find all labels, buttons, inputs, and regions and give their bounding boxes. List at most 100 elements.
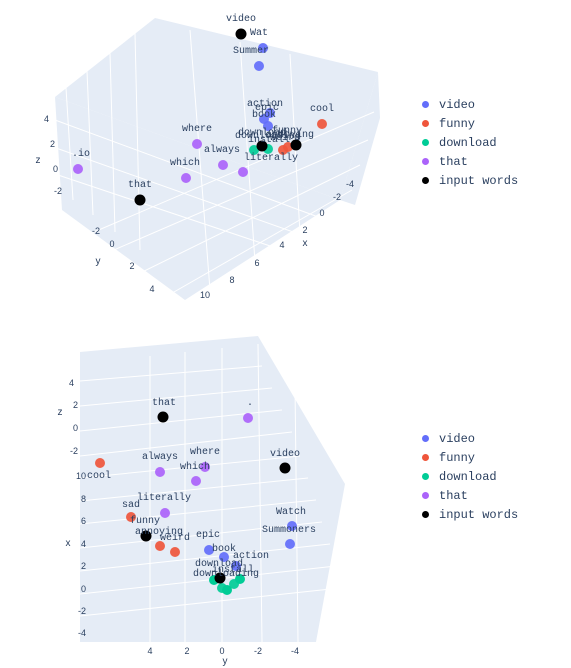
top-x-tick-label: 6 <box>254 258 259 268</box>
bottom-z-tick-label: 4 <box>69 378 74 388</box>
bottom-point-label: video <box>270 448 300 460</box>
top-point-label: download <box>238 127 286 139</box>
bottom-point-that-marker[interactable] <box>157 411 169 423</box>
top-x-tick-label: 2 <box>302 225 307 235</box>
top-point-Summer-marker[interactable] <box>254 61 264 71</box>
top-y-tick-label: -2 <box>92 226 100 236</box>
bottom-gridline <box>79 499 317 525</box>
bottom-gridline <box>79 565 337 595</box>
top-point-literally-marker[interactable] <box>238 167 248 177</box>
bottom-gridline <box>294 385 299 643</box>
legend-item-funny[interactable]: funny <box>420 448 518 467</box>
bottom-point-always-marker[interactable] <box>155 467 165 477</box>
bottom-point-which-marker[interactable] <box>191 476 201 486</box>
bottom-point-annoying-marker[interactable] <box>155 541 165 551</box>
top-x-axis-title: x <box>303 238 308 249</box>
bottom-point-weird-marker[interactable] <box>170 547 180 557</box>
top-point-label: .io <box>72 148 90 160</box>
top-point-label: Wat <box>250 28 268 39</box>
top-point-video-marker[interactable] <box>235 28 247 40</box>
bottom-point-label: downloading <box>193 568 259 580</box>
top-point-label: downloading <box>235 130 301 142</box>
bottom-point-funny-marker[interactable] <box>140 530 152 542</box>
top-point-epic-marker[interactable] <box>265 108 275 118</box>
top-point-that-marker[interactable] <box>134 194 146 206</box>
top-point-download-marker[interactable] <box>256 140 268 152</box>
bottom-point-literally-marker[interactable] <box>160 508 170 518</box>
top-point-cool-marker[interactable] <box>317 119 327 129</box>
top-x-tick-label: 10 <box>200 290 210 300</box>
legend-item-video[interactable]: video <box>420 95 518 114</box>
top-point-io-marker[interactable] <box>73 164 83 174</box>
top-point-funny-marker[interactable] <box>290 139 302 151</box>
bottom-point-epic-marker[interactable] <box>204 545 214 555</box>
bottom-point-install-marker[interactable] <box>229 579 239 589</box>
bottom-point-label: funny <box>130 515 160 527</box>
legend-marker <box>422 473 429 480</box>
bottom-point-label: literally <box>137 492 191 504</box>
scene-top[interactable]: 10 8 6 4 2 0 -2 -4 4 2 0 -2 4 2 0 -2 x y z video Wat Summer ac… <box>0 0 571 320</box>
bottom-point-where-marker[interactable] <box>200 462 210 472</box>
legend-label: download <box>439 135 497 150</box>
bottom-x-tick-label: 10 <box>76 471 86 481</box>
legend-label: funny <box>439 116 476 131</box>
legend-item-download[interactable]: download <box>420 133 518 152</box>
bottom-gridline <box>79 365 263 382</box>
legend-item-funny[interactable]: funny <box>420 114 518 133</box>
top-point-which-marker[interactable] <box>181 173 191 183</box>
bottom-point-book-marker[interactable] <box>219 552 229 562</box>
bottom-gridline <box>79 521 323 549</box>
top-point-Wat-marker[interactable] <box>258 43 268 53</box>
top-point-always-marker[interactable] <box>218 160 228 170</box>
legend-label: input words <box>439 507 519 522</box>
bottom-point-label: weird <box>160 532 190 544</box>
bottom-point-video-marker[interactable] <box>279 462 291 474</box>
legend-marker <box>422 158 429 165</box>
bottom-point-downloading-marker[interactable] <box>217 583 227 593</box>
top-point-book-marker[interactable] <box>263 121 273 131</box>
bottom-point-cool-marker[interactable] <box>95 458 105 468</box>
bottom-point-download-marker[interactable] <box>214 572 226 584</box>
top-point-where-marker[interactable] <box>192 139 202 149</box>
legend-label: video <box>439 431 476 446</box>
top-gridline <box>159 189 353 301</box>
legend-item-download[interactable]: download <box>420 467 518 486</box>
top-gridline <box>65 87 74 201</box>
bottom-y-tick-label: -2 <box>254 646 262 656</box>
legend-item-input-words[interactable]: input words <box>420 505 518 524</box>
legend-item-input-words[interactable]: input words <box>420 171 518 190</box>
legend-item-that[interactable]: that <box>420 486 518 505</box>
top-point-downloading-marker[interactable] <box>249 145 259 155</box>
bottom-point-label: . <box>247 398 253 409</box>
bottom-gridline <box>79 387 273 407</box>
top-z-tick-label: 2 <box>50 139 55 149</box>
top-point-label: that <box>128 179 152 191</box>
scene-bottom[interactable]: 10 8 6 4 2 0 -2 -4 4 2 0 -2 -4 4 2 0 -2 x y z that . always whe… <box>0 326 571 668</box>
top-point-label: Summer <box>233 46 269 57</box>
top-x-tick-label: 0 <box>319 208 324 218</box>
top-z-tick-label: 0 <box>53 164 58 174</box>
bottom-gridline <box>79 455 301 479</box>
plot-3d-bottom[interactable]: 10 8 6 4 2 0 -2 -4 4 2 0 -2 -4 4 2 0 -2 x y z that. always whe… <box>0 326 571 668</box>
bottom-z-tick-label: -2 <box>70 446 78 456</box>
legend-marker <box>422 492 429 499</box>
bottom-x-axis-title: x <box>66 538 71 549</box>
plot-3d-top[interactable]: 10 8 6 4 2 0 -2 -4 4 2 0 -2 4 2 0 -2 x y z video Wat Summer ac… <box>0 0 571 320</box>
top-point-weird-marker[interactable] <box>278 145 288 155</box>
bottom-point-Summoners-marker[interactable] <box>285 539 295 549</box>
legend-item-video[interactable]: video <box>420 429 518 448</box>
bottom-point-label: action <box>233 550 269 562</box>
legend-item-that[interactable]: that <box>420 152 518 171</box>
top-y-tick-label: 0 <box>109 239 114 249</box>
bottom-point-label: cool <box>87 470 111 482</box>
bottom-point-label: download <box>195 558 243 570</box>
bottom-y-tick-label: 4 <box>147 646 152 656</box>
top-gridline <box>239 41 256 263</box>
bottom-x-tick-label: 0 <box>81 584 86 594</box>
bottom-point-action-marker[interactable] <box>231 561 241 571</box>
legend-marker <box>422 454 429 461</box>
bottom-point--marker[interactable] <box>243 413 253 423</box>
top-gridline <box>57 174 319 263</box>
bottom-point-Watch-marker[interactable] <box>287 521 297 531</box>
bottom-point-sad-marker[interactable] <box>126 512 136 522</box>
